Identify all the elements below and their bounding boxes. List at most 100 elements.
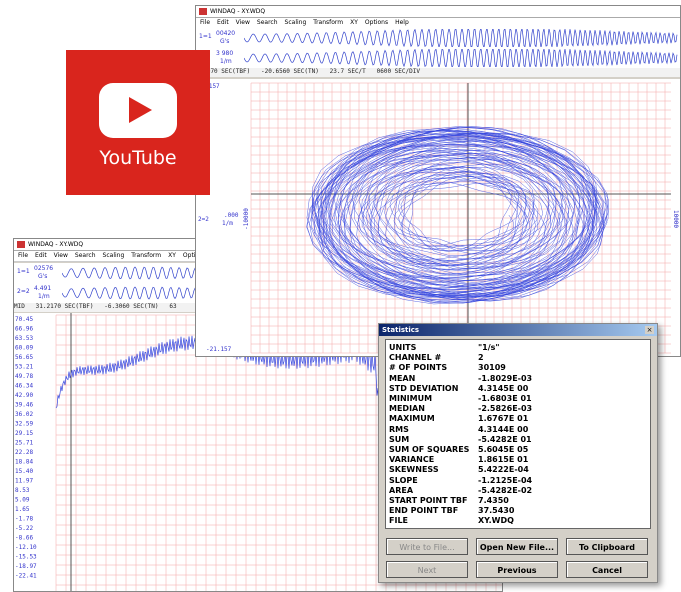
menu-item[interactable]: Scaling — [102, 252, 125, 259]
y-tick-label: 63.53 — [15, 335, 33, 342]
stat-name: END POINT TBF — [389, 506, 459, 516]
y-tick-label: 5.09 — [15, 497, 30, 504]
stat-value: -5.4282E 01 — [478, 434, 532, 444]
dialog-button[interactable]: Previous — [476, 561, 558, 578]
play-triangle — [129, 97, 152, 123]
menu-item[interactable]: Options — [183, 251, 206, 261]
stat-value: XY.WDQ — [478, 516, 514, 526]
stat-value: 5.6045E 05 — [478, 445, 529, 454]
axis-label: 10000 — [672, 210, 679, 228]
stat-value: -1.6803E 01 — [478, 394, 532, 403]
stat-name: MEAN — [389, 373, 416, 383]
stat-name: START POINT TBF — [389, 496, 468, 505]
stat-name: # OF POINTS — [389, 363, 448, 373]
dialog-title: Statistics — [379, 324, 657, 336]
stat-name: SLOPE — [389, 475, 418, 485]
menu-item[interactable]: XY — [168, 252, 176, 259]
close-button[interactable]: × — [645, 326, 654, 334]
stat-value: -5.4282E-02 — [478, 485, 533, 495]
y-tick-label: -8.66 — [15, 535, 33, 542]
menu-item[interactable]: Edit — [217, 19, 229, 26]
menu-item[interactable]: Help — [395, 19, 409, 26]
statistics-table: UNITS "1/s" CHANNEL # 2 # OF POINTS 30109 MEAN… — [385, 339, 651, 529]
menu-item[interactable]: Search — [256, 19, 278, 26]
menu-item[interactable]: File — [18, 252, 29, 259]
status-line: 8.8070 SEC(TBF) -20.6560 SEC(TN) 23.7 SE… — [196, 68, 680, 77]
y-tick-label: 18.84 — [15, 459, 33, 466]
y-tick-label: 25.71 — [15, 440, 33, 447]
waveform — [244, 29, 678, 47]
menu-item[interactable]: XY — [350, 19, 358, 26]
dialog-button[interactable]: Open New File... — [476, 538, 558, 555]
channel-unit: G's — [220, 38, 230, 45]
menu-item[interactable]: Transform — [313, 19, 344, 26]
channel-id: 1=1 — [199, 33, 212, 40]
stat-name: RMS — [389, 424, 409, 434]
youtube-logo[interactable]: YouTube — [66, 50, 210, 195]
stat-value: -2.5826E-03 — [478, 404, 533, 414]
stat-name: MAXIMUM — [389, 414, 435, 424]
y-tick-label: 29.15 — [15, 430, 33, 437]
y-tick-label: 56.65 — [15, 354, 33, 361]
stat-name: FILE — [389, 516, 409, 526]
dialog-button[interactable]: Write to File... — [386, 538, 468, 555]
menu-item[interactable]: File — [200, 19, 211, 26]
y-tick-label: 60.09 — [15, 345, 33, 352]
front-window: WINDAQ - XY.WDQ File Edit View Search Scalin… — [195, 5, 681, 357]
y-tick-label: 32.59 — [15, 421, 33, 428]
stat-value: -1.2125E-04 — [478, 475, 533, 485]
menu-item[interactable]: Search — [74, 252, 96, 259]
menu-item[interactable]: View — [53, 252, 68, 259]
dialog-button[interactable]: Cancel — [566, 561, 648, 578]
stat-value: 1.6767E 01 — [478, 414, 529, 424]
menu-item[interactable]: View — [235, 19, 250, 26]
stat-name: MINIMUM — [389, 394, 433, 403]
waveform — [244, 49, 678, 67]
channel-value: .000 — [224, 212, 239, 219]
channel-unit: 1/m — [222, 220, 233, 227]
stat-name: SUM — [389, 434, 410, 444]
menu-item[interactable]: Options — [364, 19, 389, 26]
channel-unit: G's — [38, 273, 48, 280]
y-tick-label: 1.65 — [15, 506, 30, 513]
stat-name: MEDIAN — [389, 404, 425, 414]
y-tick-label: 8.53 — [15, 487, 30, 494]
y-tick-label: 39.46 — [15, 402, 33, 409]
logo-label: YouTube — [99, 147, 177, 169]
stat-value: 5.4222E-04 — [478, 465, 529, 475]
y-tick-label: 11.97 — [15, 478, 33, 485]
channel-value: 02576 — [34, 265, 54, 272]
channel-id: 2=2 — [198, 216, 209, 223]
y-tick-label: -1.78 — [15, 516, 33, 523]
y-tick-label: 36.02 — [15, 411, 33, 418]
y-tick-label: 42.90 — [15, 392, 33, 399]
dialog-button[interactable]: Next — [386, 561, 468, 578]
dialog-button[interactable]: To Clipboard — [566, 538, 648, 555]
plot-background — [196, 79, 680, 356]
channel-unit: 1/m — [38, 293, 50, 300]
menu-item[interactable]: Scaling — [284, 19, 307, 26]
y-tick-label: 15.40 — [15, 468, 33, 475]
menu-item[interactable]: Transform — [131, 252, 162, 259]
y-tick-label: -12.10 — [15, 544, 37, 551]
channel-value: 3 980 — [216, 50, 234, 57]
menu-item[interactable]: Edit — [35, 252, 47, 259]
stat-value: 1.8615E 01 — [478, 455, 529, 465]
stat-value: 7.4350 — [478, 496, 509, 505]
y-tick-label: -22.41 — [15, 573, 37, 580]
title-bar: WINDAQ - XY.WDQ — [196, 6, 680, 18]
stat-name: CHANNEL # — [389, 353, 442, 363]
y-tick-label: 66.96 — [15, 326, 33, 333]
stat-value: 37.5430 — [478, 506, 515, 516]
stat-value: 30109 — [478, 363, 506, 373]
stat-value: "1/s" — [478, 343, 500, 352]
y-tick-label: 46.34 — [15, 383, 33, 390]
y-min-label: -21.157 — [206, 346, 232, 353]
stat-name: UNITS — [389, 343, 417, 352]
stat-value: 4.3144E 00 — [478, 424, 529, 434]
trace — [244, 49, 678, 67]
y-tick-label: -15.53 — [15, 554, 37, 561]
